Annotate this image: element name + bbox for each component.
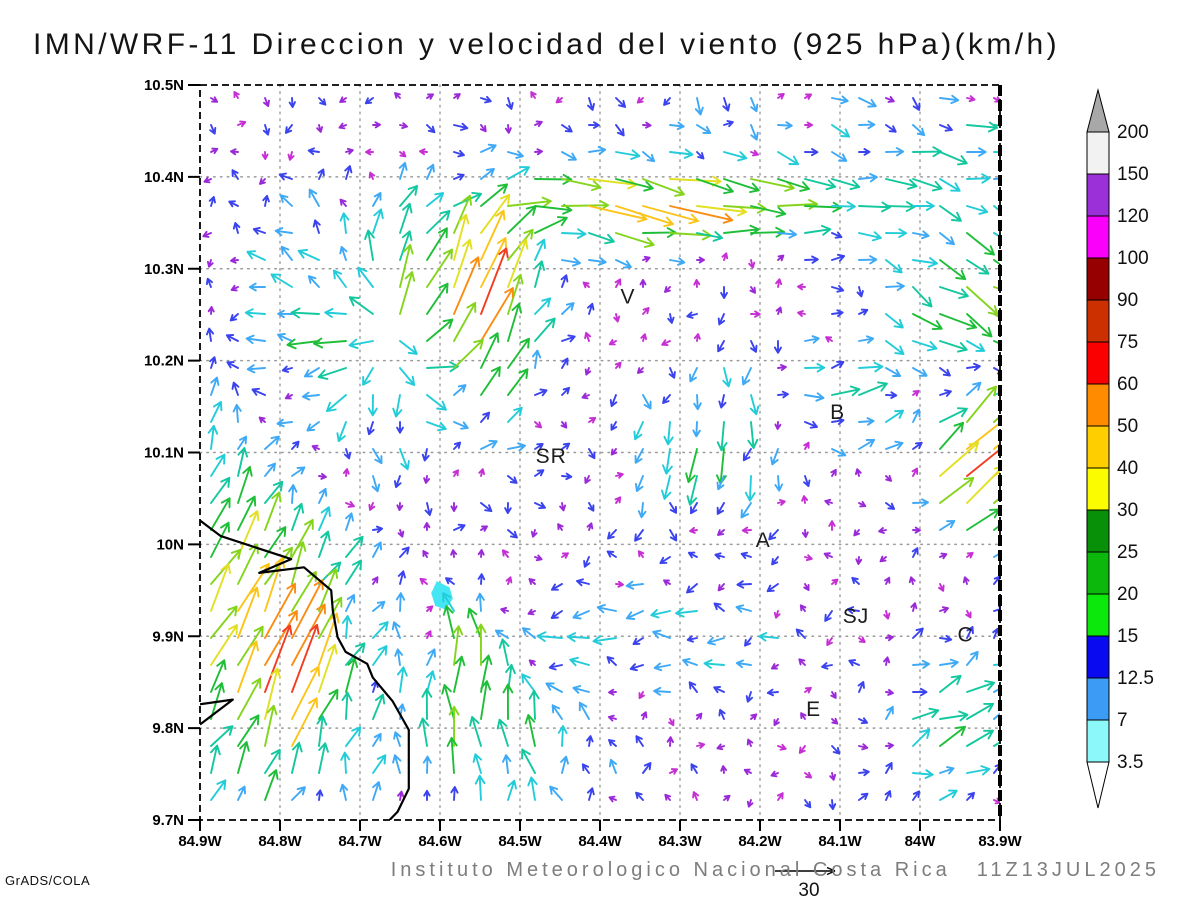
colorbar-label: 12.5 bbox=[1117, 668, 1154, 689]
colorbar: 200 150 120 100 90 75 60 50 40 30 25 20 15 12.5 7 3.5 bbox=[1086, 88, 1154, 809]
colorbar-label: 120 bbox=[1117, 206, 1149, 227]
colorbar-label: 50 bbox=[1117, 416, 1138, 437]
map-frame bbox=[188, 84, 1002, 831]
station-label-c: C bbox=[958, 623, 974, 646]
lon-tick-label: 84.5W bbox=[498, 833, 542, 850]
lon-tick-label: 84.3W bbox=[658, 833, 702, 850]
colorbar-label: 30 bbox=[1117, 500, 1138, 521]
coastline bbox=[200, 519, 410, 820]
lon-tick-label: 84.6W bbox=[418, 833, 462, 850]
datetime-text: 11Z13JUL2025 bbox=[976, 859, 1160, 881]
lat-tick-label: 10.2N bbox=[144, 353, 184, 370]
colorbar-label: 20 bbox=[1117, 584, 1138, 605]
lon-tick-label: 84.8W bbox=[258, 833, 302, 850]
station-label-sj: SJ bbox=[843, 605, 870, 628]
graticule bbox=[199, 84, 1001, 821]
colorbar-label: 100 bbox=[1117, 248, 1149, 269]
reference-vector-label: 30 bbox=[798, 880, 819, 900]
lat-tick-label: 9.7N bbox=[152, 812, 184, 829]
grads-credit: GrADS/COLA bbox=[5, 873, 91, 888]
colorbar-label: 25 bbox=[1117, 542, 1138, 563]
lon-tick-label: 84.9W bbox=[178, 833, 222, 850]
lon-tick-label: 84.4W bbox=[578, 833, 622, 850]
station-label-a: A bbox=[756, 529, 771, 552]
colorbar-label: 75 bbox=[1117, 332, 1138, 353]
reference-vector: 30 bbox=[775, 866, 836, 900]
colorbar-label: 40 bbox=[1117, 458, 1138, 479]
lon-tick-label: 84.7W bbox=[338, 833, 382, 850]
station-label-sr: SR bbox=[536, 445, 567, 468]
lon-tick-label: 84.2W bbox=[738, 833, 782, 850]
lat-tick-label: 9.8N bbox=[152, 720, 184, 737]
colorbar-label: 3.5 bbox=[1117, 752, 1143, 773]
axis-labels: 10.5N 10.4N 10.3N 10.2N 10.1N 10N 9.9N 9.8N 9.7N… bbox=[144, 77, 1023, 850]
colorbar-label: 90 bbox=[1117, 290, 1138, 311]
lake-polygon bbox=[431, 581, 453, 610]
colorbar-label: 150 bbox=[1117, 164, 1149, 185]
colorbar-label: 60 bbox=[1117, 374, 1138, 395]
lat-tick-label: 10.1N bbox=[144, 445, 184, 462]
lat-tick-label: 10.4N bbox=[144, 169, 184, 186]
colorbar-label: 7 bbox=[1117, 710, 1128, 731]
colorbar-label: 200 bbox=[1117, 122, 1149, 143]
station-labels: V B SR A SJ C E bbox=[536, 285, 974, 721]
lon-tick-label: 84W bbox=[905, 833, 937, 850]
station-label-b: B bbox=[830, 401, 845, 424]
lon-tick-label: 84.1W bbox=[818, 833, 862, 850]
lat-tick-label: 10N bbox=[156, 536, 184, 553]
wind-vectors bbox=[202, 91, 1000, 811]
institute-text: Instituto Meteorologico Nacional Costa R… bbox=[390, 859, 951, 881]
plot-title: IMN/WRF-11 Direccion y velocidad del vie… bbox=[33, 28, 1060, 61]
lat-tick-label: 10.3N bbox=[144, 261, 184, 278]
lat-tick-label: 10.5N bbox=[144, 77, 184, 94]
lat-tick-label: 9.9N bbox=[152, 628, 184, 645]
lon-tick-label: 83.9W bbox=[978, 833, 1022, 850]
station-label-e: E bbox=[806, 698, 821, 721]
colorbar-label: 15 bbox=[1117, 626, 1138, 647]
station-label-v: V bbox=[620, 285, 635, 308]
footer-annotation: Instituto Meteorologico Nacional Costa R… bbox=[0, 859, 1160, 882]
